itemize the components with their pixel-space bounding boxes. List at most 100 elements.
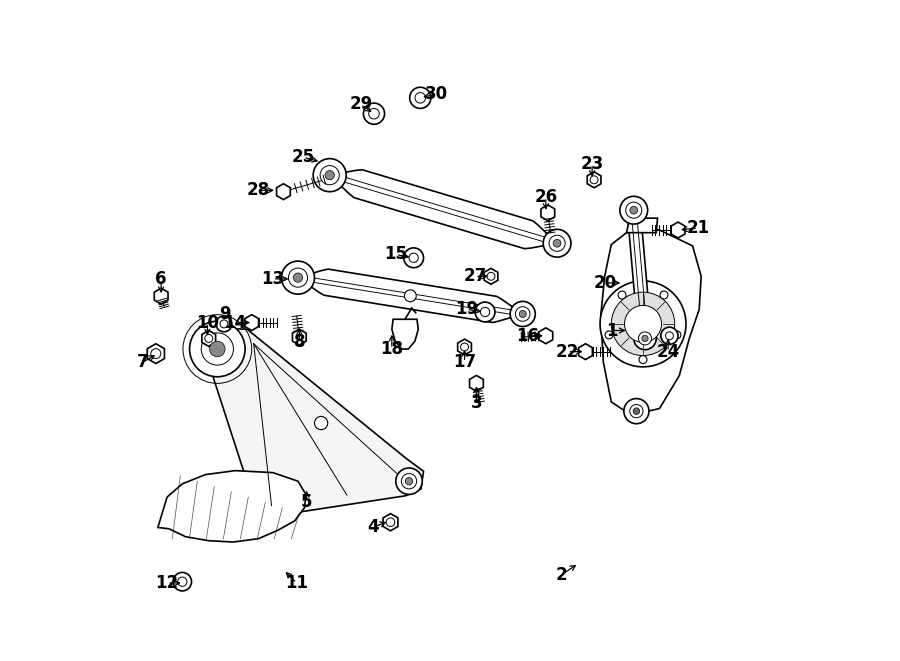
- Text: 30: 30: [425, 85, 448, 103]
- Circle shape: [634, 327, 656, 350]
- Polygon shape: [470, 375, 483, 391]
- Text: 15: 15: [384, 245, 408, 264]
- Circle shape: [639, 356, 647, 364]
- Circle shape: [638, 332, 652, 345]
- Polygon shape: [626, 218, 658, 233]
- Circle shape: [404, 248, 424, 268]
- Text: 19: 19: [455, 300, 478, 319]
- Circle shape: [313, 159, 346, 192]
- Circle shape: [620, 196, 648, 224]
- Polygon shape: [158, 471, 306, 542]
- Text: 10: 10: [196, 313, 219, 332]
- Text: 6: 6: [156, 270, 166, 288]
- Text: 17: 17: [453, 353, 476, 371]
- Text: 12: 12: [156, 574, 179, 592]
- Text: 22: 22: [556, 342, 580, 361]
- Polygon shape: [671, 222, 685, 238]
- Text: 4: 4: [367, 518, 379, 537]
- Text: 14: 14: [223, 313, 247, 332]
- Circle shape: [554, 239, 561, 247]
- Polygon shape: [148, 344, 165, 364]
- Polygon shape: [329, 170, 557, 249]
- Circle shape: [600, 281, 686, 367]
- Text: 21: 21: [687, 219, 709, 237]
- Text: 26: 26: [535, 188, 557, 206]
- Circle shape: [401, 473, 417, 489]
- Circle shape: [624, 399, 649, 424]
- Circle shape: [481, 307, 490, 317]
- Circle shape: [293, 273, 302, 282]
- Circle shape: [510, 301, 536, 327]
- Text: 9: 9: [220, 305, 231, 323]
- Circle shape: [325, 171, 334, 180]
- Circle shape: [519, 311, 526, 317]
- Circle shape: [282, 261, 314, 294]
- Text: 24: 24: [656, 342, 680, 361]
- Circle shape: [409, 253, 419, 262]
- Circle shape: [202, 333, 233, 365]
- Polygon shape: [541, 205, 554, 221]
- Text: 2: 2: [555, 566, 567, 584]
- Circle shape: [630, 405, 643, 418]
- Polygon shape: [579, 344, 592, 360]
- Circle shape: [173, 572, 192, 591]
- Polygon shape: [292, 329, 306, 345]
- Text: 29: 29: [349, 95, 373, 114]
- Polygon shape: [600, 226, 701, 415]
- Polygon shape: [193, 328, 424, 514]
- Text: 25: 25: [292, 148, 315, 167]
- Polygon shape: [383, 514, 398, 531]
- Polygon shape: [154, 288, 168, 304]
- Polygon shape: [202, 330, 216, 346]
- Circle shape: [405, 477, 413, 485]
- Text: 20: 20: [594, 274, 616, 292]
- Polygon shape: [587, 172, 601, 188]
- Circle shape: [415, 93, 426, 103]
- Circle shape: [364, 103, 384, 124]
- Circle shape: [396, 468, 422, 494]
- Circle shape: [216, 316, 232, 332]
- Circle shape: [661, 327, 678, 344]
- Circle shape: [626, 202, 642, 218]
- Circle shape: [369, 108, 379, 119]
- Circle shape: [288, 268, 308, 287]
- Text: 16: 16: [517, 327, 539, 345]
- Circle shape: [475, 302, 495, 322]
- Circle shape: [605, 331, 613, 339]
- Text: 5: 5: [301, 493, 312, 512]
- Polygon shape: [458, 339, 472, 355]
- Text: 23: 23: [580, 155, 604, 173]
- Circle shape: [210, 341, 225, 357]
- Circle shape: [190, 321, 245, 377]
- Text: 1: 1: [607, 321, 617, 340]
- Polygon shape: [484, 268, 498, 284]
- Polygon shape: [276, 184, 291, 200]
- Circle shape: [630, 206, 637, 214]
- Text: 8: 8: [293, 333, 305, 352]
- Circle shape: [549, 235, 565, 251]
- Circle shape: [220, 320, 228, 328]
- Circle shape: [404, 290, 417, 301]
- Circle shape: [660, 291, 668, 299]
- Circle shape: [618, 291, 626, 299]
- Text: 7: 7: [137, 353, 148, 371]
- Polygon shape: [539, 328, 553, 344]
- Text: 3: 3: [471, 394, 482, 412]
- Circle shape: [516, 307, 530, 321]
- Circle shape: [320, 166, 339, 184]
- Text: 11: 11: [285, 574, 308, 592]
- Circle shape: [177, 577, 187, 586]
- Circle shape: [642, 335, 648, 342]
- Circle shape: [625, 305, 662, 342]
- Circle shape: [665, 332, 673, 340]
- Text: 18: 18: [381, 340, 403, 358]
- Circle shape: [673, 331, 681, 339]
- Polygon shape: [627, 210, 652, 339]
- Circle shape: [633, 408, 640, 414]
- Text: 13: 13: [261, 270, 284, 288]
- Polygon shape: [298, 269, 523, 323]
- Polygon shape: [392, 319, 418, 349]
- Circle shape: [314, 416, 328, 430]
- Polygon shape: [245, 315, 258, 330]
- Text: 27: 27: [464, 267, 487, 286]
